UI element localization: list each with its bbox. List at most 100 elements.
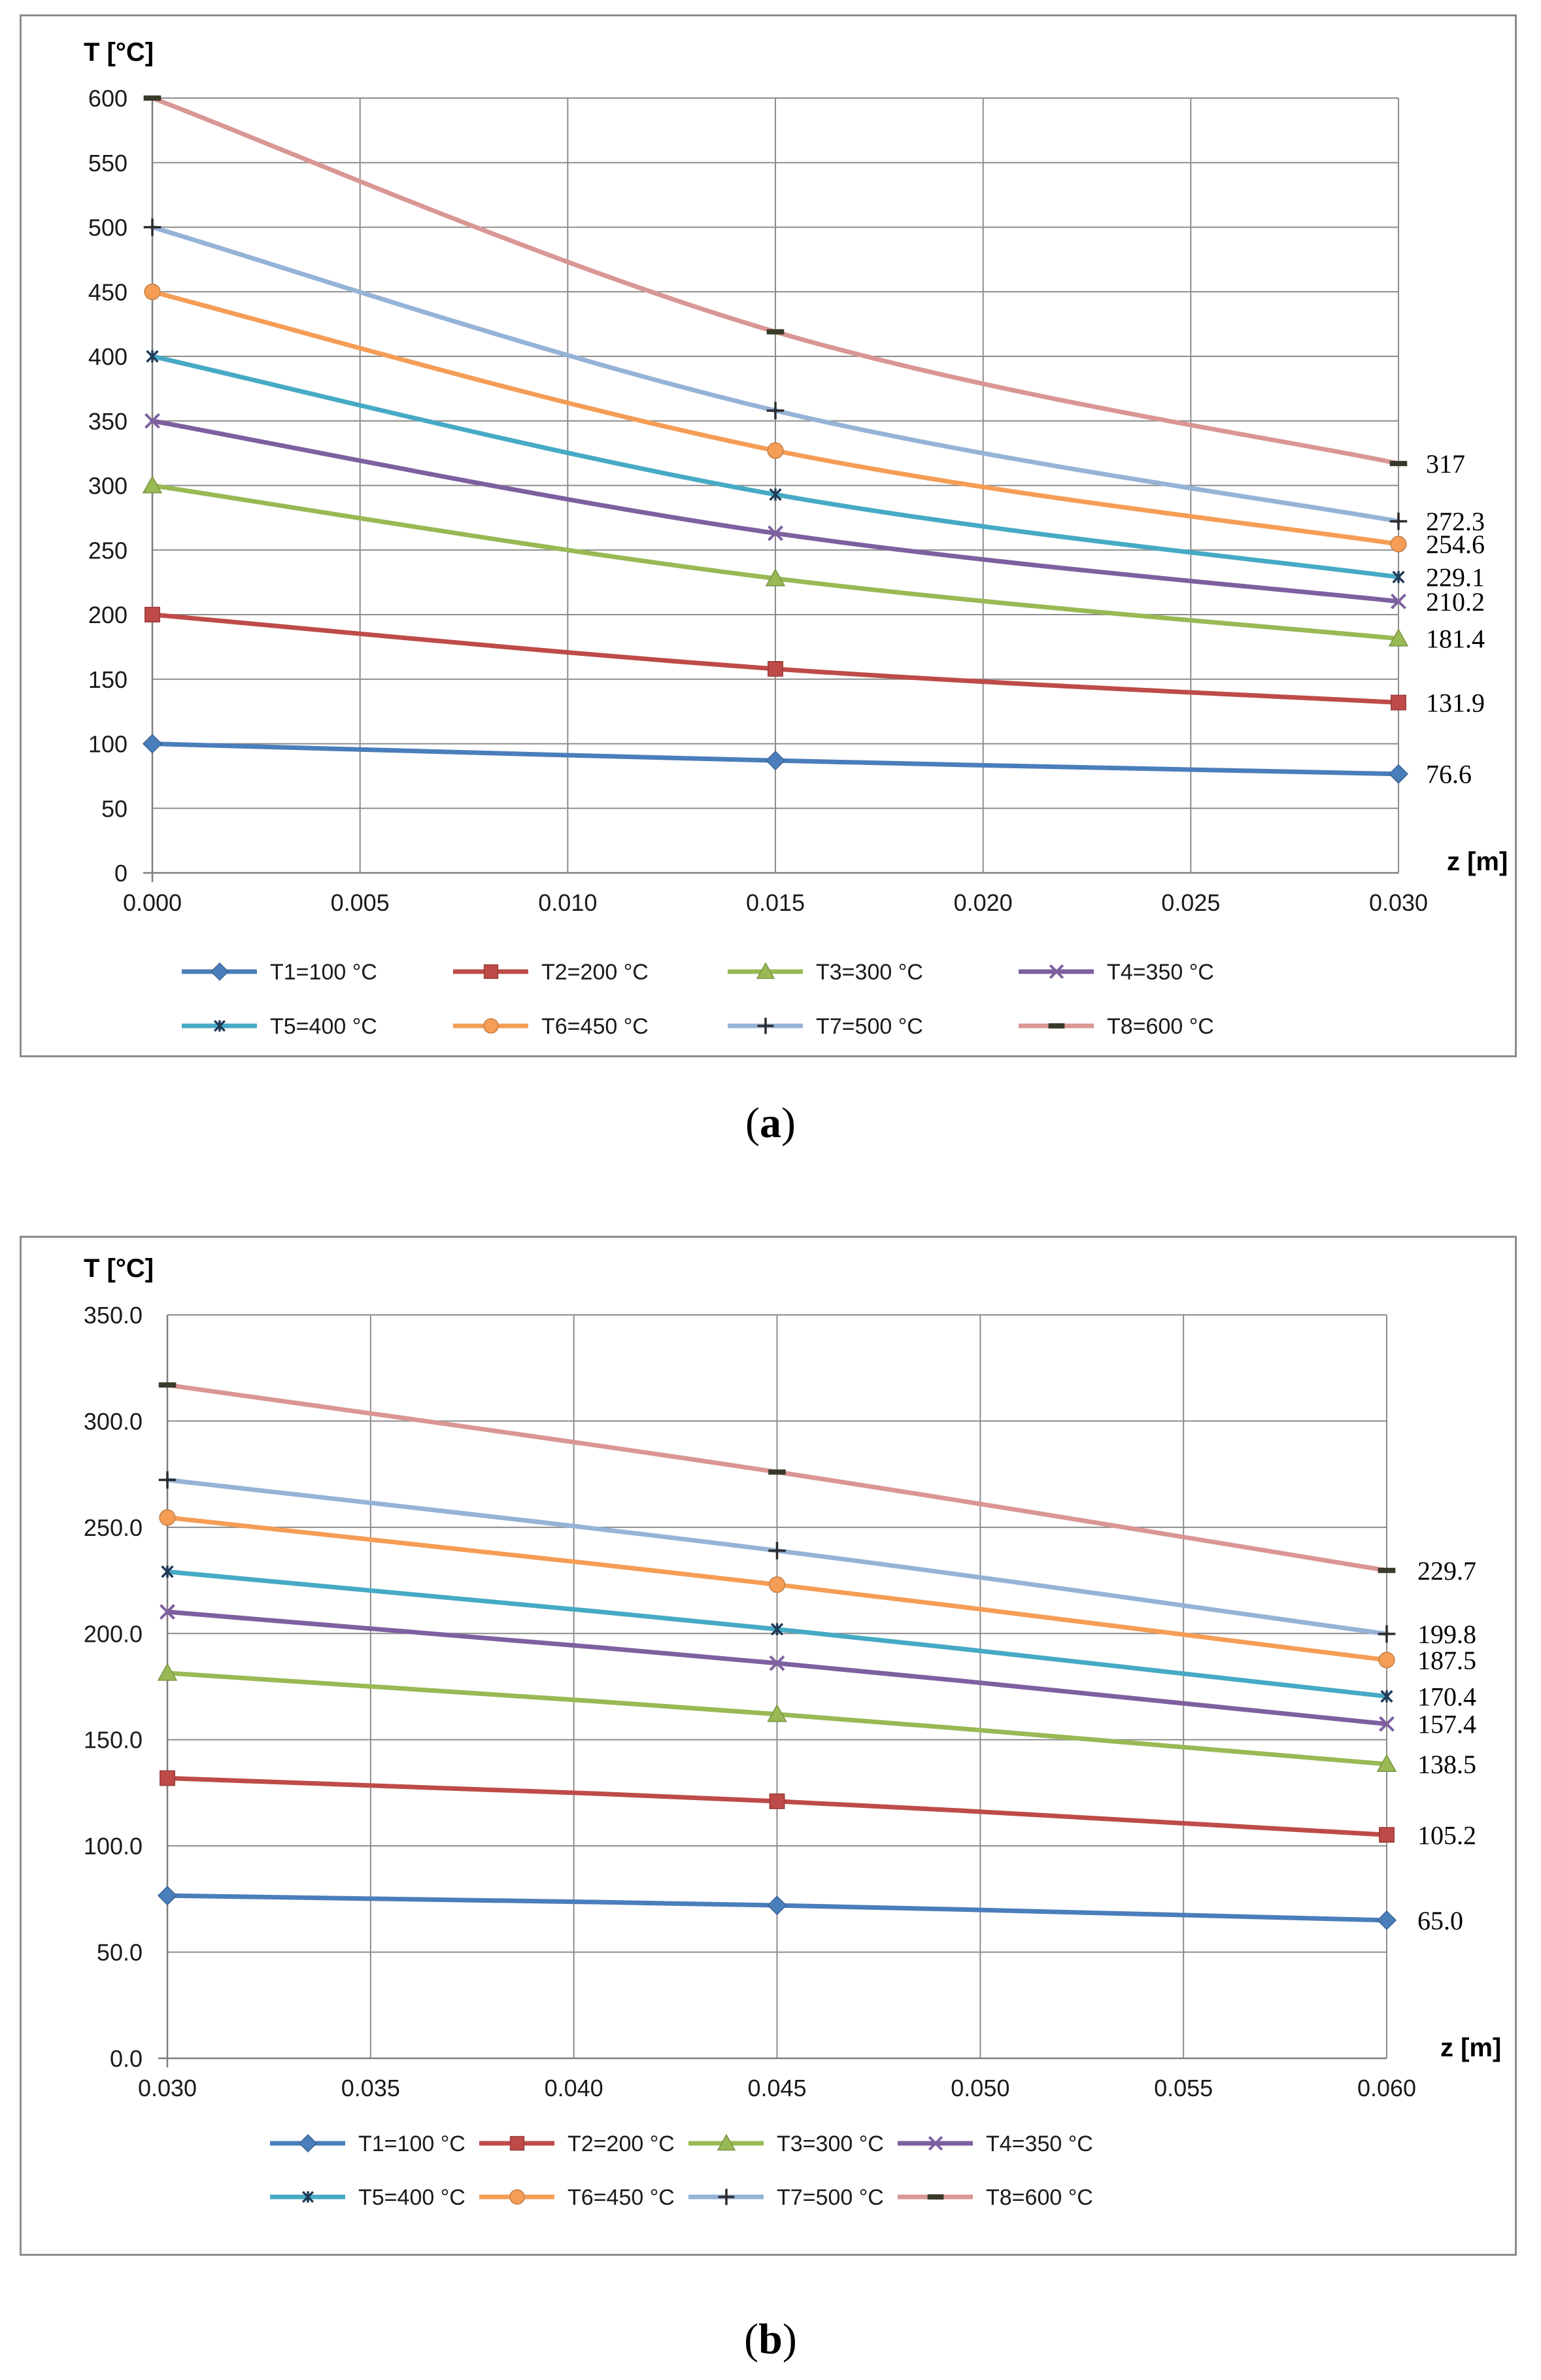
series-2 xyxy=(160,1770,1395,1843)
legend-swatch-marker xyxy=(928,2135,943,2151)
series-3 xyxy=(157,1663,1397,1773)
data-point-marker xyxy=(767,1896,787,1916)
legend-label: T3=300 °C xyxy=(777,2132,884,2156)
chart-b-svg: 0.0 50.0 100.0 150.0 200.0 250.0 300.0 350.0 0.0… xyxy=(84,1254,1501,2210)
data-point-marker xyxy=(1378,1652,1395,1669)
y-axis-title: T [°C] xyxy=(84,1254,154,1283)
data-point-marker xyxy=(144,607,160,622)
legend-item: T8=600 °C xyxy=(898,2185,1093,2210)
series-7 xyxy=(158,1471,1396,1643)
y-tick-label: 600 xyxy=(88,85,127,112)
data-point-marker xyxy=(769,488,782,501)
data-point-marker xyxy=(769,1655,785,1671)
caption-b-label: b xyxy=(758,2315,783,2363)
data-point-marker xyxy=(1379,1716,1395,1732)
data-label-end: 131.9 xyxy=(1426,688,1485,717)
data-label-end: 181.4 xyxy=(1426,624,1485,654)
y-tick-label: 250 xyxy=(88,537,127,564)
legend-item: T3=300 °C xyxy=(688,2132,884,2156)
legend-swatch-marker xyxy=(718,2188,735,2205)
legend-item: T4=350 °C xyxy=(898,2132,1093,2156)
y-tick-label: 450 xyxy=(88,279,127,305)
series-5 xyxy=(146,350,1405,584)
data-point-marker xyxy=(1380,1690,1393,1703)
data-label-end: 229.7 xyxy=(1417,1556,1476,1586)
data-label-end: 317 xyxy=(1426,449,1465,479)
x-tick-label: 0.020 xyxy=(954,889,1013,916)
legend-swatch-marker xyxy=(210,962,229,981)
legend-label: T1=100 °C xyxy=(270,960,377,985)
legend-label: T5=400 °C xyxy=(270,1014,377,1039)
data-point-marker xyxy=(1376,1754,1397,1773)
data-label-end: 138.5 xyxy=(1417,1750,1476,1779)
data-point-marker xyxy=(1391,694,1406,711)
data-point-marker xyxy=(767,1704,787,1722)
series-3 xyxy=(142,475,1409,647)
legend-swatch-marker xyxy=(1048,1023,1065,1028)
series-1 xyxy=(142,734,1409,784)
chart-a-svg: 0 50 100 150 200 250 300 350 400 450 500 550 600 0.00… xyxy=(84,38,1508,1039)
legend-swatch-marker xyxy=(717,2134,736,2151)
data-point-marker xyxy=(768,525,783,541)
data-label-end: 76.6 xyxy=(1426,760,1472,789)
data-label-end: 65.0 xyxy=(1417,1906,1463,1935)
legend-label: T2=200 °C xyxy=(541,960,649,985)
data-point-marker xyxy=(1391,593,1406,609)
series-2 xyxy=(144,607,1406,711)
data-point-marker xyxy=(1378,1567,1396,1573)
legend-item: T5=400 °C xyxy=(182,1014,377,1039)
legend-item: T1=100 °C xyxy=(270,2132,466,2156)
series-6 xyxy=(144,283,1407,552)
data-point-marker xyxy=(142,734,163,754)
data-label-end: 210.2 xyxy=(1426,587,1485,617)
legend-item: T6=450 °C xyxy=(453,1014,649,1039)
legend-item: T6=450 °C xyxy=(479,2185,675,2210)
data-point-marker xyxy=(161,1565,174,1578)
data-point-marker xyxy=(765,751,786,771)
data-point-marker xyxy=(144,413,160,429)
y-tick-label: 350 xyxy=(88,408,127,435)
x-tick-label: 0.015 xyxy=(746,889,805,916)
y-tick-label: 150 xyxy=(88,666,127,693)
y-tick-label: 200 xyxy=(88,602,127,628)
legend-swatch-marker xyxy=(509,2135,525,2151)
data-label-end: 170.4 xyxy=(1417,1682,1476,1711)
legend-label: T6=450 °C xyxy=(541,1014,649,1039)
legend-label: T1=100 °C xyxy=(358,2132,466,2156)
data-label-end: 187.5 xyxy=(1417,1646,1476,1675)
series-8 xyxy=(158,1382,1396,1573)
x-tick-label: 0.040 xyxy=(545,2075,603,2101)
data-point-marker xyxy=(1378,1625,1396,1643)
x-tick-label: 0.025 xyxy=(1161,889,1220,916)
y-tick-label: 300.0 xyxy=(84,1408,143,1435)
data-point-marker xyxy=(768,1576,786,1593)
legend-item: T7=500 °C xyxy=(688,2185,884,2210)
data-point-marker xyxy=(770,1623,784,1636)
series-4 xyxy=(160,1604,1395,1732)
x-tick-label: 0.030 xyxy=(1369,889,1428,916)
x-tick-label: 0.035 xyxy=(341,2075,400,2101)
legend-swatch-marker xyxy=(301,2190,314,2203)
data-point-marker xyxy=(160,1604,175,1620)
data-point-marker xyxy=(158,1471,177,1489)
legend-item: T5=400 °C xyxy=(270,2185,466,2210)
series-5 xyxy=(161,1565,1393,1703)
chart-panel-b: 0.0 50.0 100.0 150.0 200.0 250.0 300.0 350.0 0.0… xyxy=(20,1236,1517,2256)
legend-label: T7=500 °C xyxy=(777,2185,884,2210)
y-tick-label: 200.0 xyxy=(84,1620,143,1647)
legend-label: T2=200 °C xyxy=(567,2132,675,2156)
data-label-end: 254.6 xyxy=(1426,530,1485,559)
data-point-marker xyxy=(146,350,159,363)
caption-a: (a) xyxy=(745,1099,796,1147)
legend: T1=100 °C T2=200 °C T3=300 °C T4=350 °C T5=4… xyxy=(182,960,1214,1039)
data-point-marker xyxy=(144,283,161,300)
y-tick-label: 550 xyxy=(88,150,127,177)
y-tick-label: 0 xyxy=(114,860,127,887)
legend-swatch-marker xyxy=(927,2194,944,2200)
y-axis-title: T [°C] xyxy=(84,38,154,67)
legend-swatch-marker xyxy=(1049,964,1064,979)
data-point-marker xyxy=(157,1663,178,1681)
y-tick-label: 150.0 xyxy=(84,1727,143,1754)
data-label-end: 229.1 xyxy=(1426,563,1485,592)
y-tick-label: 350.0 xyxy=(84,1302,143,1329)
